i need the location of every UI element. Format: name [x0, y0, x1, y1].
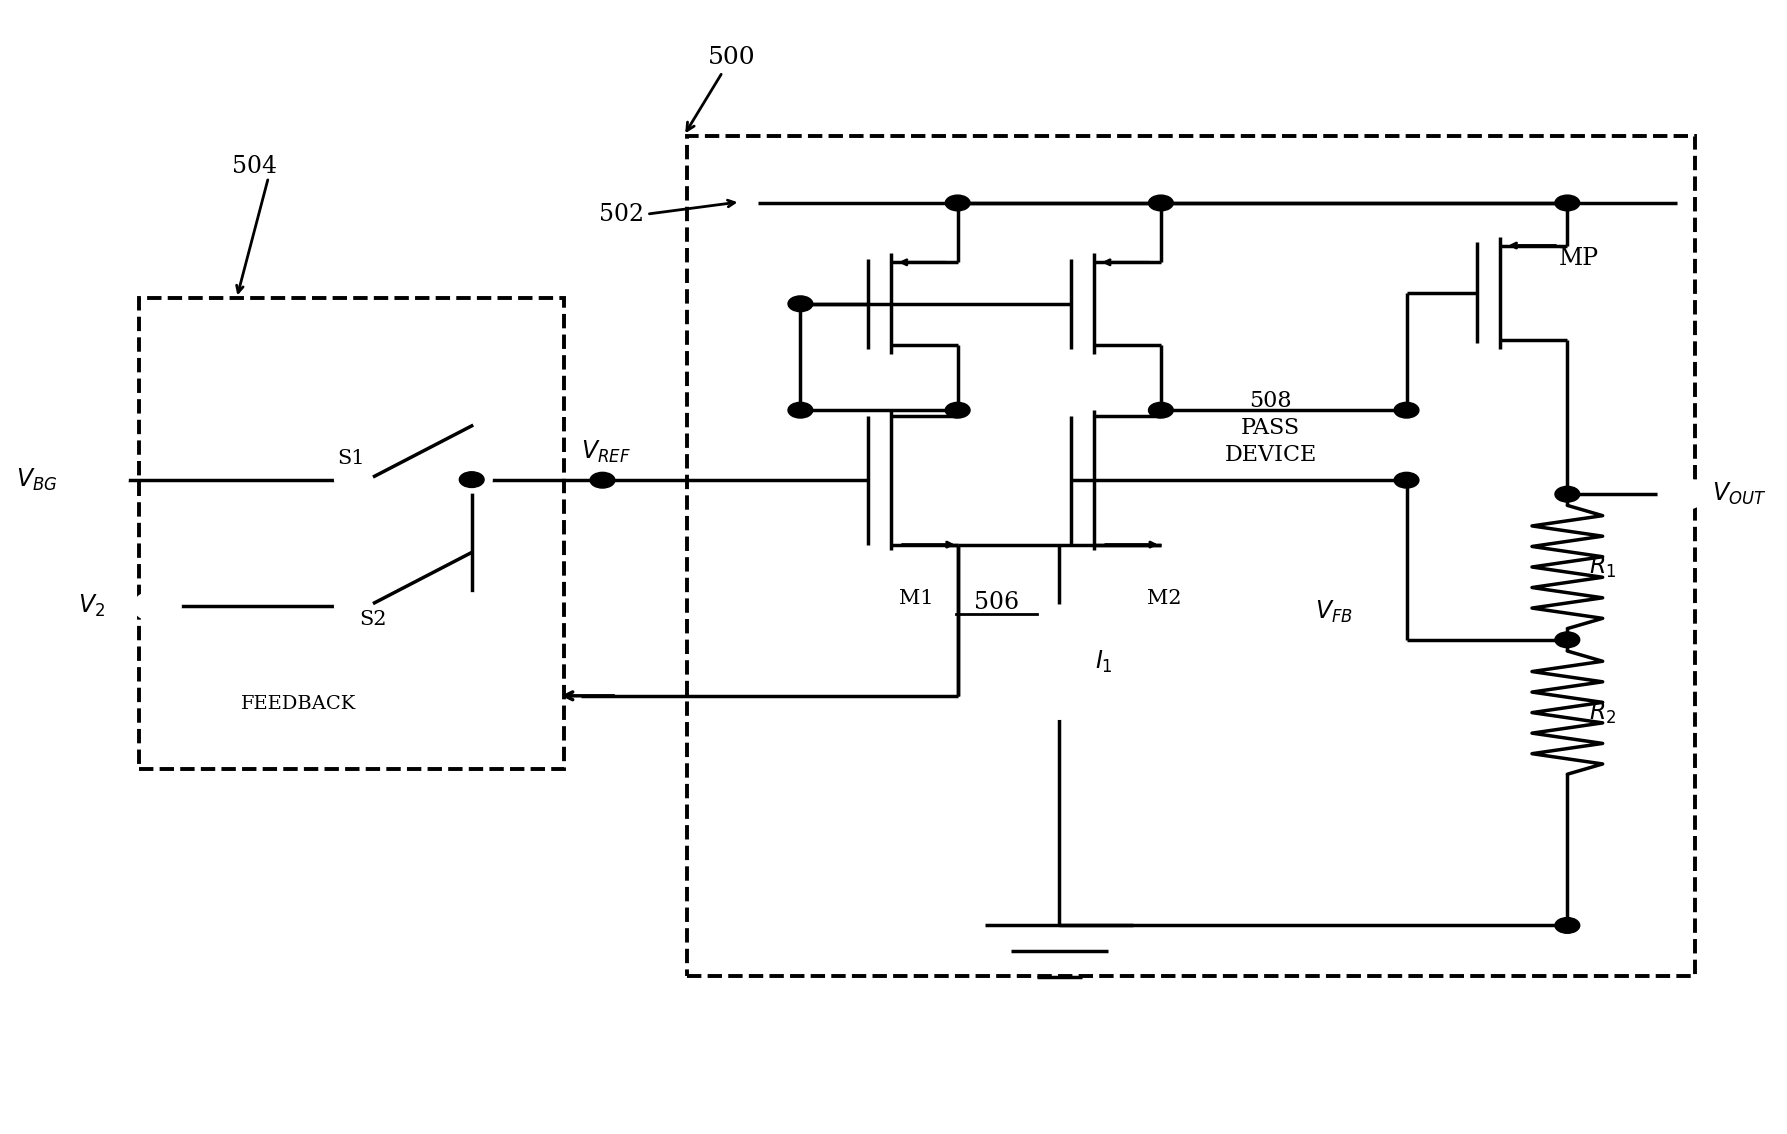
Text: $R_1$: $R_1$ — [1589, 553, 1615, 581]
Text: 502: 502 — [599, 203, 645, 226]
Text: $V_{OUT}$: $V_{OUT}$ — [1712, 481, 1767, 507]
Text: PASS: PASS — [1240, 417, 1299, 439]
Circle shape — [336, 594, 375, 618]
Text: DEVICE: DEVICE — [1224, 445, 1317, 466]
Text: 508: 508 — [1249, 390, 1292, 413]
Text: $V_{FB}$: $V_{FB}$ — [1315, 599, 1353, 625]
Circle shape — [788, 296, 813, 312]
Circle shape — [134, 592, 180, 620]
Circle shape — [1394, 473, 1419, 488]
Text: $V_{REF}$: $V_{REF}$ — [581, 439, 631, 465]
Circle shape — [80, 465, 127, 494]
Circle shape — [1555, 195, 1580, 211]
Text: $I_1$: $I_1$ — [1095, 649, 1113, 676]
Circle shape — [590, 473, 615, 488]
Circle shape — [1149, 403, 1174, 418]
Text: 500: 500 — [708, 45, 756, 69]
Text: $V_{BG}$: $V_{BG}$ — [16, 466, 57, 493]
Circle shape — [1658, 480, 1705, 509]
Circle shape — [452, 594, 491, 618]
Text: FEEDBACK: FEEDBACK — [241, 695, 356, 712]
Text: S1: S1 — [338, 449, 365, 468]
Circle shape — [945, 195, 970, 211]
Text: M2: M2 — [1147, 589, 1181, 608]
Circle shape — [459, 472, 484, 488]
Circle shape — [1149, 195, 1174, 211]
Circle shape — [788, 403, 813, 418]
Text: MP: MP — [1558, 247, 1599, 271]
Text: 504: 504 — [232, 154, 277, 178]
Circle shape — [970, 607, 1147, 718]
Circle shape — [1394, 403, 1419, 418]
Bar — [688, 136, 1694, 976]
Bar — [139, 298, 563, 769]
Circle shape — [1555, 486, 1580, 502]
Text: 506: 506 — [974, 591, 1019, 615]
Text: S2: S2 — [359, 610, 386, 629]
Text: $V_2$: $V_2$ — [77, 593, 105, 619]
Circle shape — [945, 403, 970, 418]
Circle shape — [1555, 917, 1580, 933]
Text: M1: M1 — [899, 589, 935, 608]
Text: $R_2$: $R_2$ — [1589, 700, 1615, 726]
Circle shape — [336, 467, 375, 492]
Circle shape — [1555, 632, 1580, 648]
Circle shape — [452, 467, 491, 492]
